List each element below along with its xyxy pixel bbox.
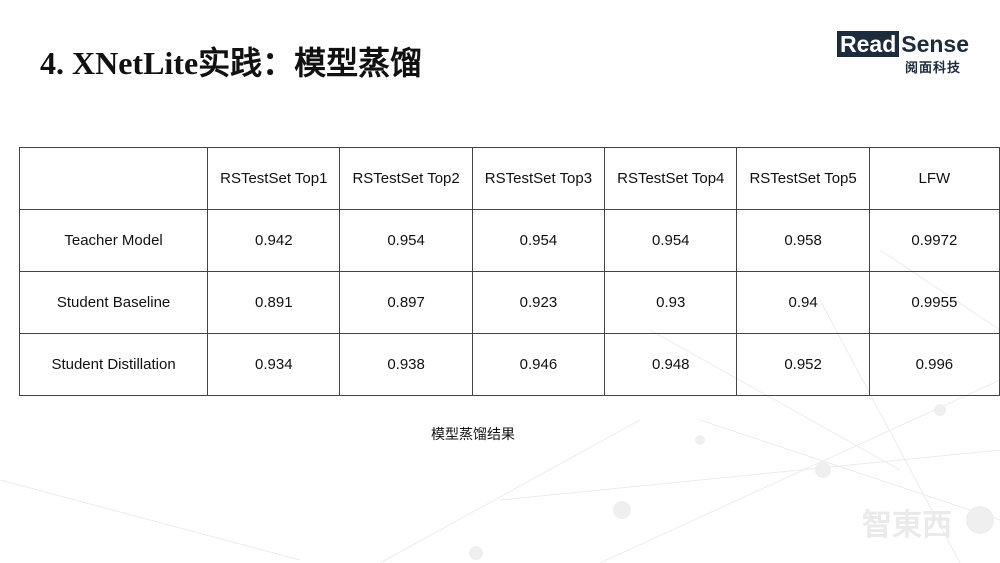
logo-subtitle: 阅面科技 — [905, 60, 962, 75]
table-cell: 0.891 — [207, 271, 341, 334]
header-cell: RSTestSet Top1 — [207, 147, 341, 210]
table-cell: 0.954 — [604, 209, 738, 272]
row-label: Student Baseline — [18, 271, 209, 334]
table-cell: 0.938 — [339, 333, 473, 396]
table-cell: 0.954 — [339, 209, 473, 272]
header-cell: RSTestSet Top4 — [604, 147, 738, 210]
table-row: Student Baseline 0.891 0.897 0.923 0.93 … — [18, 271, 1000, 334]
logo-box-text: Read — [837, 31, 900, 57]
table-cell: 0.934 — [207, 333, 341, 396]
table-cell: 0.93 — [604, 271, 738, 334]
table-header-row: RSTestSet Top1 RSTestSet Top2 RSTestSet … — [18, 147, 1000, 210]
logo-text: Sense — [901, 31, 970, 57]
table-cell: 0.9972 — [868, 209, 1000, 272]
table-cell: 0.996 — [868, 333, 1000, 396]
header-cell: RSTestSet Top5 — [736, 147, 870, 210]
table-cell: 0.94 — [736, 271, 870, 334]
table-cell: 0.958 — [736, 209, 870, 272]
table-cell: 0.946 — [471, 333, 606, 396]
table-cell: 0.897 — [339, 271, 473, 334]
table-row: Student Distillation 0.934 0.938 0.946 0… — [18, 333, 1000, 396]
header-cell — [18, 147, 209, 210]
table-row: Teacher Model 0.942 0.954 0.954 0.954 0.… — [18, 209, 1000, 272]
row-label: Teacher Model — [18, 209, 209, 272]
table-cell: 0.954 — [471, 209, 606, 272]
table-cell: 0.9955 — [868, 271, 1000, 334]
table-cell: 0.923 — [471, 271, 606, 334]
watermark: 智東西 — [862, 509, 952, 542]
header-cell: RSTestSet Top3 — [471, 147, 606, 210]
table-cell: 0.942 — [207, 209, 341, 272]
distillation-results-table: RSTestSet Top1 RSTestSet Top2 RSTestSet … — [18, 147, 1000, 396]
table-cell: 0.948 — [604, 333, 738, 396]
page-title: 4. XNetLite实践：模型蒸馏 — [40, 45, 423, 81]
table-cell: 0.952 — [736, 333, 870, 396]
header-cell: RSTestSet Top2 — [339, 147, 473, 210]
table-caption: 模型蒸馏结果 — [431, 426, 515, 442]
header-cell: LFW — [868, 147, 1000, 210]
readsense-logo: Read Sense 阅面科技 — [837, 31, 970, 75]
row-label: Student Distillation — [18, 333, 209, 396]
